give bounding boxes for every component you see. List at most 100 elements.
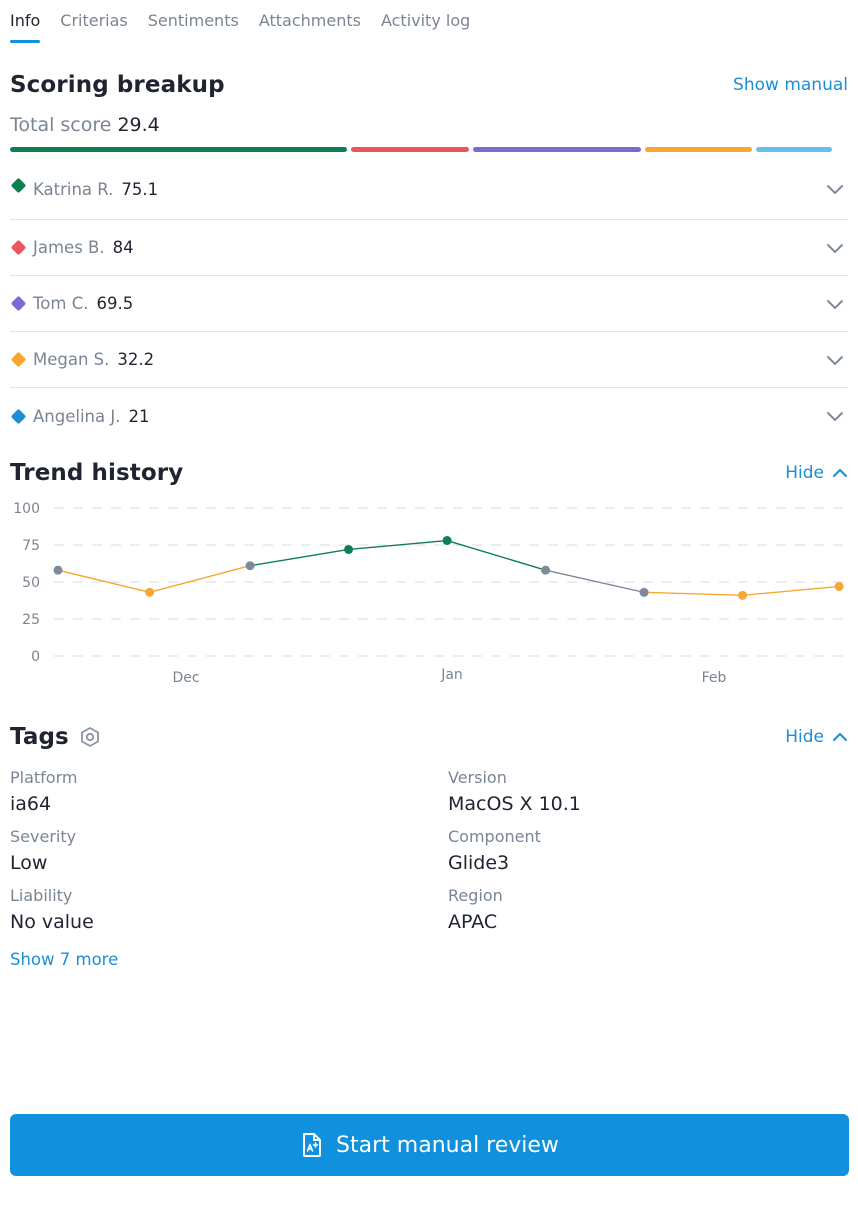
reviewer-row[interactable]: Megan S. 32.2 bbox=[10, 332, 848, 388]
trend-line-segment bbox=[742, 585, 840, 597]
trend-point bbox=[442, 536, 452, 546]
trend-hide-toggle[interactable]: Hide bbox=[785, 463, 848, 483]
reviewer-color-marker bbox=[10, 177, 27, 194]
tab-sentiments[interactable]: Sentiments bbox=[147, 11, 239, 30]
total-score-label: Total score bbox=[10, 114, 112, 136]
trend-point bbox=[53, 565, 63, 575]
tags-hide-toggle[interactable]: Hide bbox=[785, 727, 848, 747]
start-manual-review-label: Start manual review bbox=[336, 1132, 559, 1158]
trend-point bbox=[245, 561, 255, 571]
tab-attachments[interactable]: Attachments bbox=[258, 11, 361, 30]
tag-label: Component bbox=[448, 827, 541, 846]
tag-value: ia64 bbox=[10, 793, 52, 815]
trend-line-segment bbox=[545, 569, 645, 594]
tag-severity: Severity Low bbox=[10, 827, 448, 876]
start-manual-review-button[interactable]: Start manual review bbox=[10, 1114, 849, 1176]
tag-label: Platform bbox=[10, 768, 78, 787]
y-tick-label: 50 bbox=[22, 575, 40, 591]
reviewer-name: Katrina R. bbox=[33, 180, 114, 199]
tags-header: Tags Hide bbox=[10, 722, 848, 752]
reviewer-row[interactable]: Angelina J. 21 bbox=[10, 388, 848, 444]
reviewer-score: 32.2 bbox=[117, 350, 155, 369]
reviewer-name: Angelina J. bbox=[33, 406, 121, 426]
tag-liability: Liability No value bbox=[10, 886, 448, 935]
trend-hide-label: Hide bbox=[785, 463, 824, 483]
reviewer-row[interactable]: Tom C. 69.5 bbox=[10, 276, 848, 332]
tag-label: Version bbox=[448, 768, 507, 787]
trend-line-segment bbox=[57, 569, 150, 594]
chevron-down-icon[interactable] bbox=[826, 295, 844, 313]
reviewer-score: 75.1 bbox=[121, 180, 159, 199]
reviewer-name: Tom C. bbox=[33, 294, 89, 313]
score-bar-segment bbox=[10, 147, 348, 152]
total-score: Total score 29.4 bbox=[10, 114, 848, 138]
y-tick-label: 100 bbox=[13, 501, 40, 517]
tags-grid: Platform ia64 Version MacOS X 10.1 Sever… bbox=[10, 768, 848, 935]
trend-point bbox=[639, 587, 649, 597]
chevron-down-icon[interactable] bbox=[826, 407, 844, 425]
trend-chart-svg: 100 75 50 25 0 Dec Jan Feb bbox=[13, 501, 850, 686]
tag-platform: Platform ia64 bbox=[10, 768, 448, 817]
score-bar-segment bbox=[472, 147, 642, 152]
tag-value: MacOS X 10.1 bbox=[448, 793, 581, 815]
tag-component: Component Glide3 bbox=[448, 827, 848, 876]
reviewer-score: 69.5 bbox=[96, 294, 134, 313]
trend-line-segment bbox=[348, 539, 448, 551]
settings-hexagon-icon[interactable] bbox=[79, 726, 101, 748]
tag-version: Version MacOS X 10.1 bbox=[448, 768, 848, 817]
chevron-up-icon bbox=[833, 733, 847, 741]
tab-bar: Info Criterias Sentiments Attachments Ac… bbox=[10, 0, 848, 44]
tag-value: No value bbox=[10, 911, 94, 933]
trend-point bbox=[834, 581, 844, 591]
tag-label: Liability bbox=[10, 886, 73, 905]
score-distribution-bar bbox=[10, 147, 848, 152]
total-score-value: 29.4 bbox=[117, 114, 160, 136]
trend-point bbox=[344, 544, 354, 554]
chevron-down-icon[interactable] bbox=[826, 351, 844, 369]
tag-region: Region APAC bbox=[448, 886, 848, 935]
tag-value: Low bbox=[10, 852, 48, 874]
score-bar-segment bbox=[755, 147, 832, 152]
chevron-up-icon bbox=[833, 469, 847, 477]
trend-line-segment bbox=[446, 539, 546, 571]
y-tick-label: 25 bbox=[22, 612, 40, 628]
tags-hide-label: Hide bbox=[785, 727, 824, 747]
trend-chart: 100 75 50 25 0 Dec Jan Feb bbox=[0, 500, 858, 690]
reviewer-color-marker bbox=[10, 239, 27, 256]
trend-point bbox=[738, 590, 748, 600]
y-tick-label: 0 bbox=[31, 649, 40, 665]
trend-line-segment bbox=[249, 548, 349, 567]
reviewer-name: Megan S. bbox=[33, 350, 110, 369]
tag-value: APAC bbox=[448, 911, 498, 933]
trend-point bbox=[541, 565, 551, 575]
reviewer-color-marker bbox=[10, 408, 27, 424]
reviewer-score-list: Katrina R. 75.1 James B. 84 Tom C. 69.5 Megan … bbox=[10, 174, 848, 444]
reviewer-score: 84 bbox=[112, 238, 134, 257]
tab-info[interactable]: Info bbox=[10, 11, 41, 43]
tag-value: Glide3 bbox=[448, 852, 510, 874]
reviewer-row[interactable]: James B. 84 bbox=[10, 220, 848, 276]
chevron-down-icon[interactable] bbox=[826, 239, 844, 257]
x-tick-label: Feb bbox=[702, 670, 727, 686]
x-tick-label: Jan bbox=[440, 667, 463, 683]
document-star-icon bbox=[303, 1133, 322, 1157]
reviewer-score: 21 bbox=[128, 406, 150, 426]
reviewer-color-marker bbox=[10, 351, 27, 368]
scoring-header: Scoring breakup Show manual bbox=[10, 70, 848, 100]
show-more-tags-link[interactable]: Show 7 more bbox=[10, 950, 119, 969]
tab-activity-log[interactable]: Activity log bbox=[380, 11, 471, 30]
scoring-title: Scoring breakup bbox=[10, 72, 225, 98]
tags-title: Tags bbox=[10, 724, 69, 750]
tag-label: Severity bbox=[10, 827, 77, 846]
trend-title: Trend history bbox=[10, 460, 184, 486]
x-tick-label: Dec bbox=[173, 670, 200, 686]
show-manual-link[interactable]: Show manual bbox=[733, 75, 848, 95]
reviewer-row[interactable]: Katrina R. 75.1 bbox=[10, 174, 848, 220]
tab-criterias[interactable]: Criterias bbox=[60, 11, 128, 30]
score-bar-segment bbox=[645, 147, 752, 152]
chevron-down-icon[interactable] bbox=[826, 180, 844, 198]
y-tick-label: 75 bbox=[22, 538, 40, 554]
reviewer-color-marker bbox=[10, 295, 27, 312]
trend-line-segment bbox=[644, 591, 743, 597]
